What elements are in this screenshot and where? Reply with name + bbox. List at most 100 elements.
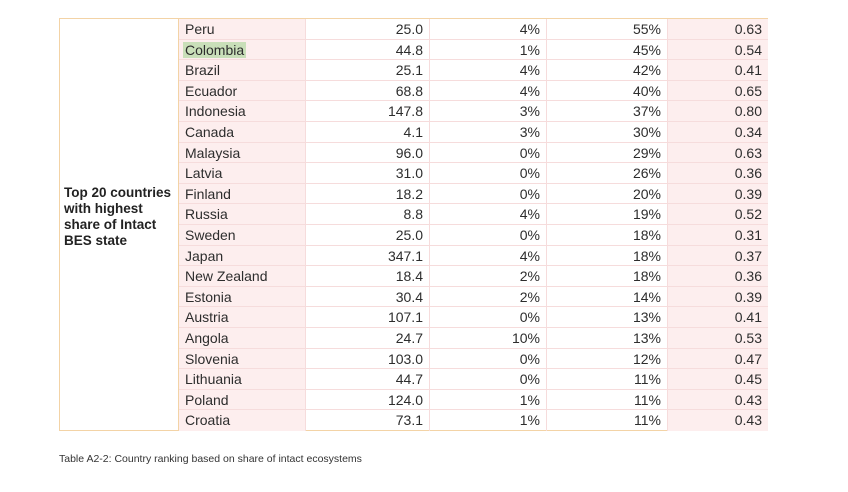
index-cell: 0.63 [668, 142, 768, 163]
percent-cell: 2% [430, 266, 547, 286]
group-label: Top 20 countries with highest share of I… [64, 185, 172, 248]
share-cell: 45% [547, 39, 668, 60]
country-cell: Brazil [179, 60, 306, 80]
share-cell: 13% [547, 327, 668, 348]
index-cell: 0.80 [668, 101, 768, 121]
country-name: Brazil [185, 62, 221, 79]
table-row: New Zealand 18.4 2% 18% 0.36 [179, 266, 768, 287]
table-row: Lithuania 44.7 0% 11% 0.45 [179, 369, 768, 390]
value-cell: 8.8 [306, 204, 430, 224]
share-cell: 13% [547, 307, 668, 327]
share-cell: 19% [547, 204, 668, 224]
percent-cell: 0% [430, 224, 547, 245]
country-name: Peru [185, 21, 215, 37]
country-name: Russia [185, 206, 228, 223]
table-row: Slovenia 103.0 0% 12% 0.47 [179, 348, 768, 370]
percent-cell: 1% [430, 410, 547, 431]
country-cell: Peru [179, 19, 306, 39]
country-cell: Ecuador [179, 80, 306, 101]
index-cell: 0.47 [668, 348, 768, 369]
share-cell: 18% [547, 266, 668, 286]
country-cell: Malaysia [179, 142, 306, 163]
table-row: Latvia 31.0 0% 26% 0.36 [179, 163, 768, 184]
country-cell: Poland [179, 389, 306, 410]
country-name: Croatia [185, 412, 231, 429]
country-name: Slovenia [185, 350, 239, 367]
percent-cell: 0% [430, 163, 547, 183]
index-cell: 0.39 [668, 286, 768, 307]
country-name: Indonesia [185, 103, 246, 120]
share-cell: 20% [547, 183, 668, 204]
share-cell: 30% [547, 121, 668, 142]
country-cell: Indonesia [179, 101, 306, 121]
value-cell: 25.0 [306, 19, 430, 39]
country-name: Colombia [183, 41, 247, 58]
index-cell: 0.45 [668, 369, 768, 389]
value-cell: 25.0 [306, 224, 430, 245]
value-cell: 96.0 [306, 142, 430, 163]
group-label-cell: Top 20 countries with highest share of I… [60, 19, 179, 430]
value-cell: 18.4 [306, 266, 430, 286]
country-ranking-table: Top 20 countries with highest share of I… [59, 18, 768, 431]
country-name: Austria [185, 309, 229, 326]
index-cell: 0.34 [668, 121, 768, 142]
share-cell: 29% [547, 142, 668, 163]
value-cell: 44.8 [306, 39, 430, 60]
table-row: Austria 107.1 0% 13% 0.41 [179, 307, 768, 328]
index-cell: 0.53 [668, 327, 768, 348]
table-row: Brazil 25.1 4% 42% 0.41 [179, 60, 768, 81]
share-cell: 11% [547, 389, 668, 410]
table-row: Canada 4.1 3% 30% 0.34 [179, 121, 768, 143]
value-cell: 44.7 [306, 369, 430, 389]
table-row: Finland 18.2 0% 20% 0.39 [179, 183, 768, 205]
percent-cell: 2% [430, 286, 547, 307]
value-cell: 24.7 [306, 327, 430, 348]
country-name: Canada [185, 123, 235, 140]
index-cell: 0.65 [668, 80, 768, 101]
country-name: Lithuania [185, 371, 242, 388]
share-cell: 26% [547, 163, 668, 183]
table-row: Ecuador 68.8 4% 40% 0.65 [179, 80, 768, 102]
country-name: New Zealand [185, 268, 268, 285]
country-cell: Austria [179, 307, 306, 327]
percent-cell: 4% [430, 80, 547, 101]
index-cell: 0.36 [668, 266, 768, 286]
share-cell: 11% [547, 369, 668, 389]
index-cell: 0.43 [668, 389, 768, 410]
country-name: Ecuador [185, 82, 238, 99]
index-cell: 0.41 [668, 60, 768, 80]
index-cell: 0.63 [668, 19, 768, 39]
country-name: Angola [185, 329, 229, 346]
country-cell: Lithuania [179, 369, 306, 389]
percent-cell: 0% [430, 369, 547, 389]
country-name: Sweden [185, 226, 236, 243]
percent-cell: 4% [430, 19, 547, 39]
percent-cell: 0% [430, 183, 547, 204]
share-cell: 18% [547, 224, 668, 245]
country-cell: Finland [179, 183, 306, 204]
percent-cell: 0% [430, 348, 547, 369]
country-name: Malaysia [185, 144, 241, 161]
value-cell: 73.1 [306, 410, 430, 431]
share-cell: 40% [547, 80, 668, 101]
value-cell: 347.1 [306, 245, 430, 266]
table-row: Croatia 73.1 1% 11% 0.43 [179, 410, 768, 431]
country-cell: Russia [179, 204, 306, 224]
value-cell: 31.0 [306, 163, 430, 183]
value-cell: 4.1 [306, 121, 430, 142]
table-body: Peru 25.0 4% 55% 0.63 Colombia 44.8 1% 45% 0.54 Br… [179, 19, 768, 431]
table-row: Sweden 25.0 0% 18% 0.31 [179, 224, 768, 246]
share-cell: 37% [547, 101, 668, 121]
table-row: Angola 24.7 10% 13% 0.53 [179, 327, 768, 349]
country-cell: Sweden [179, 224, 306, 245]
share-cell: 12% [547, 348, 668, 369]
value-cell: 103.0 [306, 348, 430, 369]
index-cell: 0.52 [668, 204, 768, 224]
value-cell: 25.1 [306, 60, 430, 80]
percent-cell: 0% [430, 307, 547, 327]
value-cell: 30.4 [306, 286, 430, 307]
country-name: Estonia [185, 288, 232, 305]
percent-cell: 10% [430, 327, 547, 348]
country-name: Poland [185, 391, 229, 408]
country-cell: Japan [179, 245, 306, 266]
